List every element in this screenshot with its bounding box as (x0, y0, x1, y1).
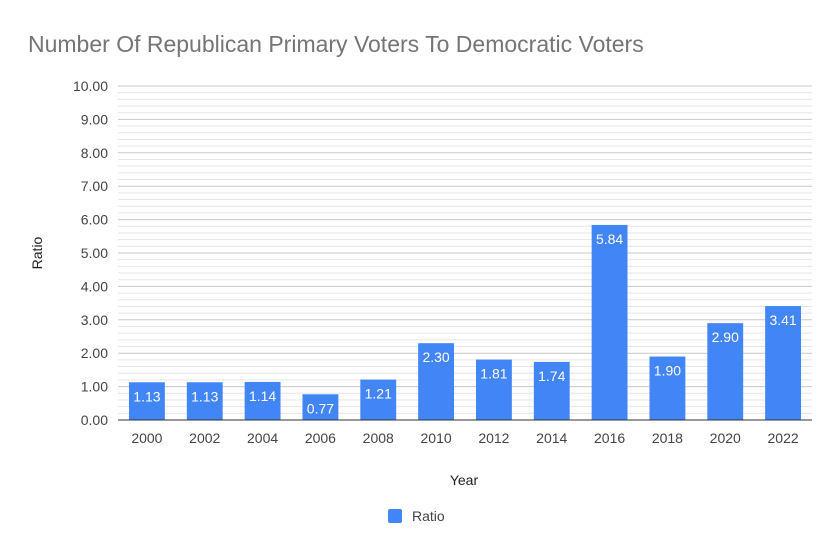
x-tick-label: 2016 (594, 430, 625, 446)
bar-2022[interactable] (765, 306, 802, 420)
bar-value-label: 1.21 (365, 386, 392, 402)
bar-series: 1.13 1.13 1.14 0.77 1.21 2.30 1.81 1.74 5.84 1.90… (128, 224, 802, 420)
y-axis-label: Ratio (29, 236, 45, 269)
bar-value-label: 2.30 (422, 349, 449, 365)
bar-2018[interactable] (649, 356, 686, 420)
bar-2016[interactable] (591, 224, 628, 420)
bar-value-label: 1.14 (249, 388, 276, 404)
y-axis-ticks: 0.00 1.00 2.00 3.00 4.00 5.00 6.00 7.00 8.00 9.00… (73, 78, 108, 428)
bar-2014[interactable] (533, 361, 570, 420)
bar-2004[interactable] (244, 381, 281, 420)
bar-2020[interactable] (707, 323, 744, 420)
bar-value-label: 1.13 (191, 388, 218, 404)
x-tick-label: 2006 (305, 430, 336, 446)
y-tick-label: 7.00 (81, 178, 108, 194)
bar-value-label: 2.90 (712, 329, 739, 345)
y-tick-label: 10.00 (73, 78, 108, 94)
bar-value-label: 5.84 (596, 231, 623, 247)
legend[interactable]: Ratio (388, 508, 445, 524)
bar-2006[interactable] (302, 394, 339, 420)
bar-2002[interactable] (186, 382, 223, 420)
x-axis-ticks: 2000 2002 2004 2006 2008 2010 2012 2014 2016 2018… (131, 430, 799, 446)
bar-value-label: 3.41 (769, 312, 796, 328)
bar-2008[interactable] (360, 379, 397, 420)
bar-value-label: 1.13 (133, 388, 160, 404)
bar-value-label: 1.74 (538, 368, 565, 384)
y-tick-label: 5.00 (81, 245, 108, 261)
x-tick-label: 2010 (421, 430, 452, 446)
y-tick-label: 4.00 (81, 278, 108, 294)
bar-2000[interactable] (128, 382, 165, 420)
x-tick-label: 2004 (247, 430, 278, 446)
bar-2010[interactable] (418, 343, 455, 420)
x-tick-label: 2022 (768, 430, 799, 446)
x-tick-label: 2008 (363, 430, 394, 446)
x-tick-label: 2000 (131, 430, 162, 446)
bar-value-label: 0.77 (307, 400, 334, 416)
y-tick-label: 0.00 (81, 412, 108, 428)
gridlines (118, 85, 812, 421)
y-tick-label: 2.00 (81, 345, 108, 361)
bar-2012[interactable] (475, 359, 512, 420)
x-tick-label: 2018 (652, 430, 683, 446)
bar-value-label: 1.90 (654, 363, 681, 379)
x-tick-label: 2002 (189, 430, 220, 446)
y-tick-label: 8.00 (81, 145, 108, 161)
x-tick-label: 2020 (710, 430, 741, 446)
bar-value-label: 1.81 (480, 366, 507, 382)
y-tick-label: 6.00 (81, 212, 108, 228)
legend-label: Ratio (412, 508, 445, 524)
x-tick-label: 2012 (478, 430, 509, 446)
y-tick-label: 3.00 (81, 312, 108, 328)
y-tick-label: 1.00 (81, 379, 108, 395)
chart-title: Number Of Republican Primary Voters To D… (28, 31, 644, 57)
x-axis-label: Year (450, 472, 479, 488)
x-tick-label: 2014 (536, 430, 567, 446)
y-tick-label: 9.00 (81, 111, 108, 127)
legend-swatch (388, 509, 402, 523)
